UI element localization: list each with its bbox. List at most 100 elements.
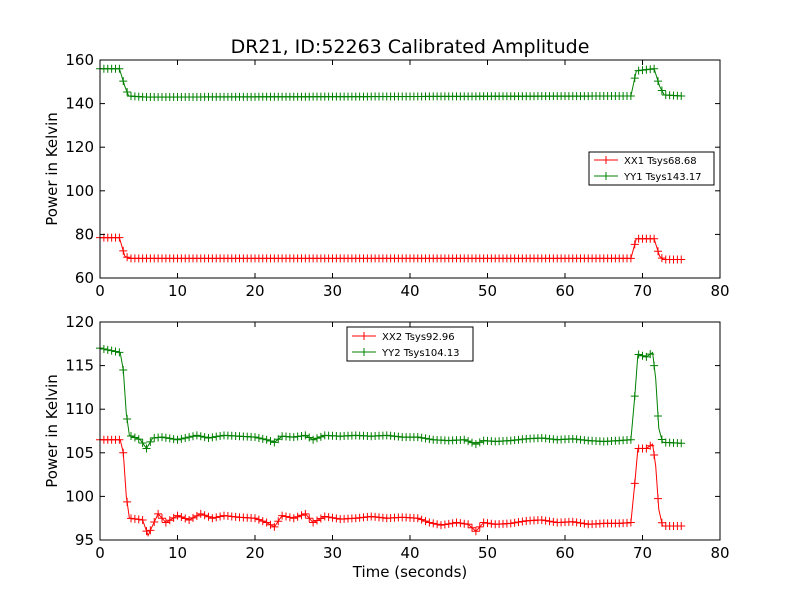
bottom-series-marker-0 bbox=[212, 513, 221, 522]
bottom-series-marker-0 bbox=[417, 515, 426, 524]
top-series-marker-1 bbox=[630, 74, 639, 83]
top-series-marker-1 bbox=[115, 64, 124, 73]
bottom-series-marker-1 bbox=[460, 435, 469, 444]
top-series-marker-1 bbox=[650, 64, 659, 73]
bottom-series-marker-0 bbox=[127, 514, 135, 523]
bottom-series-marker-0 bbox=[545, 517, 554, 526]
bottom-series-marker-0 bbox=[630, 479, 639, 488]
top-legend-box bbox=[588, 151, 715, 186]
bottom-legend-label-yy2: YY2 Tsys104.13 bbox=[381, 348, 460, 359]
top-series-marker-0 bbox=[650, 234, 659, 243]
bottom-series-marker-0 bbox=[413, 514, 422, 523]
bottom-series-marker-0 bbox=[518, 517, 527, 526]
bottom-series-marker-1 bbox=[130, 433, 139, 442]
top-plot-frame bbox=[99, 59, 721, 279]
bottom-series-marker-1 bbox=[626, 435, 635, 444]
bottom-plot-ticks: 0 10 20 30 40 50 60 70 80 95 100 105 110 115 120 bbox=[65, 313, 729, 562]
bottom-series-marker-0 bbox=[313, 516, 321, 525]
bottom-series-marker-0 bbox=[677, 522, 686, 531]
bottom-series-marker-0 bbox=[305, 514, 314, 523]
top-x-tick-label: 60 bbox=[555, 282, 574, 300]
bottom-y-tick-label: 120 bbox=[65, 313, 94, 331]
bottom-series-marker-0 bbox=[204, 512, 213, 521]
top-series-marker-0 bbox=[119, 246, 128, 255]
bottom-series-marker-0 bbox=[568, 517, 577, 526]
bottom-series-marker-0 bbox=[115, 435, 124, 444]
top-series-marker-0 bbox=[654, 247, 662, 256]
bottom-series-marker-0 bbox=[251, 514, 259, 523]
bottom-series-marker-0 bbox=[189, 513, 197, 522]
bottom-x-tick-label: 30 bbox=[323, 544, 342, 562]
bottom-series-marker-1 bbox=[161, 433, 170, 442]
bottom-series-marker-0 bbox=[324, 513, 333, 522]
bottom-series-marker-1 bbox=[262, 435, 271, 444]
bottom-series-marker-0 bbox=[576, 518, 585, 527]
bottom-series-marker-0 bbox=[181, 514, 190, 523]
x-axis-label: Time (seconds) bbox=[352, 563, 468, 581]
bottom-series-marker-1 bbox=[417, 433, 426, 442]
bottom-x-tick-label: 50 bbox=[478, 544, 497, 562]
bottom-series-marker-1 bbox=[309, 435, 318, 444]
bottom-series-marker-1 bbox=[638, 351, 647, 360]
bottom-series-marker-0 bbox=[657, 518, 666, 527]
bottom-series-marker-0 bbox=[130, 514, 139, 523]
bottom-series-marker-1 bbox=[107, 346, 116, 355]
top-legend-label-xx1: XX1 Tsys68.68 bbox=[624, 156, 697, 167]
bottom-series-marker-1 bbox=[634, 350, 643, 359]
bottom-plot: 0 10 20 30 40 50 60 70 80 95 100 105 110 115 120 Power… bbox=[43, 313, 730, 581]
top-series-marker-1 bbox=[654, 77, 662, 86]
bottom-series-marker-0 bbox=[429, 519, 438, 528]
top-legend: XX1 Tsys68.68 YY1 Tsys143.17 bbox=[588, 151, 715, 186]
bottom-series-marker-0 bbox=[332, 514, 341, 523]
top-x-tick-label: 30 bbox=[323, 282, 342, 300]
bottom-series-marker-0 bbox=[487, 519, 496, 528]
bottom-series-marker-0 bbox=[440, 520, 449, 529]
bottom-series-marker-0 bbox=[254, 515, 263, 524]
bottom-series-marker-0 bbox=[425, 518, 434, 527]
bottom-series-marker-1 bbox=[173, 435, 182, 444]
bottom-series-marker-1 bbox=[127, 431, 135, 440]
bottom-series-marker-1 bbox=[196, 432, 205, 441]
bottom-series-marker-1 bbox=[115, 348, 124, 357]
bottom-series-marker-1 bbox=[650, 361, 659, 370]
bottom-series-marker-0 bbox=[150, 518, 159, 527]
bottom-series-marker-0 bbox=[572, 518, 581, 527]
bottom-series-marker-1 bbox=[177, 434, 186, 443]
bottom-series-marker-0 bbox=[200, 511, 209, 520]
top-y-tick-label: 160 bbox=[65, 51, 94, 69]
top-y-tick-label: 120 bbox=[65, 138, 94, 156]
top-legend-label-yy1: YY1 Tsys143.17 bbox=[623, 172, 702, 183]
bottom-series-marker-0 bbox=[297, 511, 306, 520]
bottom-series-marker-1 bbox=[313, 434, 321, 443]
top-y-axis-label: Power in Kelvin bbox=[43, 112, 61, 226]
bottom-x-tick-label: 40 bbox=[400, 544, 419, 562]
top-series-marker-0 bbox=[123, 253, 132, 262]
bottom-series-marker-1 bbox=[293, 432, 302, 441]
bottom-x-tick-label: 60 bbox=[555, 544, 574, 562]
bottom-series-marker-0 bbox=[460, 519, 469, 528]
bottom-series-marker-1 bbox=[138, 438, 147, 447]
bottom-y-tick-label: 110 bbox=[65, 400, 94, 418]
bottom-series-marker-0 bbox=[537, 515, 546, 524]
bottom-series-marker-1 bbox=[111, 347, 120, 356]
bottom-series-marker-0 bbox=[421, 517, 430, 526]
bottom-legend-box bbox=[346, 326, 474, 362]
bottom-series-marker-1 bbox=[119, 365, 128, 374]
bottom-series-marker-0 bbox=[456, 519, 465, 528]
bottom-series-marker-0 bbox=[549, 517, 558, 526]
bottom-series-marker-1 bbox=[169, 435, 178, 444]
top-series-marker-0 bbox=[657, 254, 666, 263]
bottom-series-marker-0 bbox=[654, 494, 662, 503]
bottom-series-marker-0 bbox=[506, 519, 515, 528]
bottom-series-marker-1 bbox=[475, 438, 484, 447]
bottom-x-tick-label: 20 bbox=[245, 544, 264, 562]
bottom-series-marker-0 bbox=[646, 441, 655, 450]
top-plot-series-group bbox=[96, 64, 686, 264]
top-y-tick-label: 80 bbox=[75, 225, 94, 243]
bottom-series-marker-1 bbox=[425, 435, 434, 444]
bottom-series-marker-0 bbox=[278, 511, 287, 520]
top-series-marker-1 bbox=[657, 86, 666, 95]
bottom-series-marker-1 bbox=[192, 431, 201, 440]
bottom-series-marker-0 bbox=[448, 519, 457, 528]
bottom-y-tick-label: 100 bbox=[65, 487, 94, 505]
